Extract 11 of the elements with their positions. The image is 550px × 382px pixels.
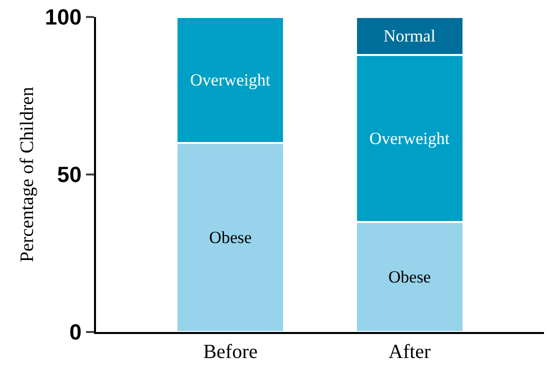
series-label: Obese xyxy=(209,228,252,247)
series-label: Normal xyxy=(383,26,436,46)
series-label: Overweight xyxy=(190,70,271,90)
y-tick-label: 50 xyxy=(57,162,82,188)
y-tick-label: 100 xyxy=(44,4,82,30)
x-tick-label: Before xyxy=(203,341,258,363)
text: Obese xyxy=(388,267,431,286)
y-axis-title: Percentage of Children xyxy=(17,86,38,262)
x-tick-label: After xyxy=(388,341,432,363)
y-tick-label: 0 xyxy=(69,320,82,345)
text: Overweight xyxy=(369,128,450,148)
